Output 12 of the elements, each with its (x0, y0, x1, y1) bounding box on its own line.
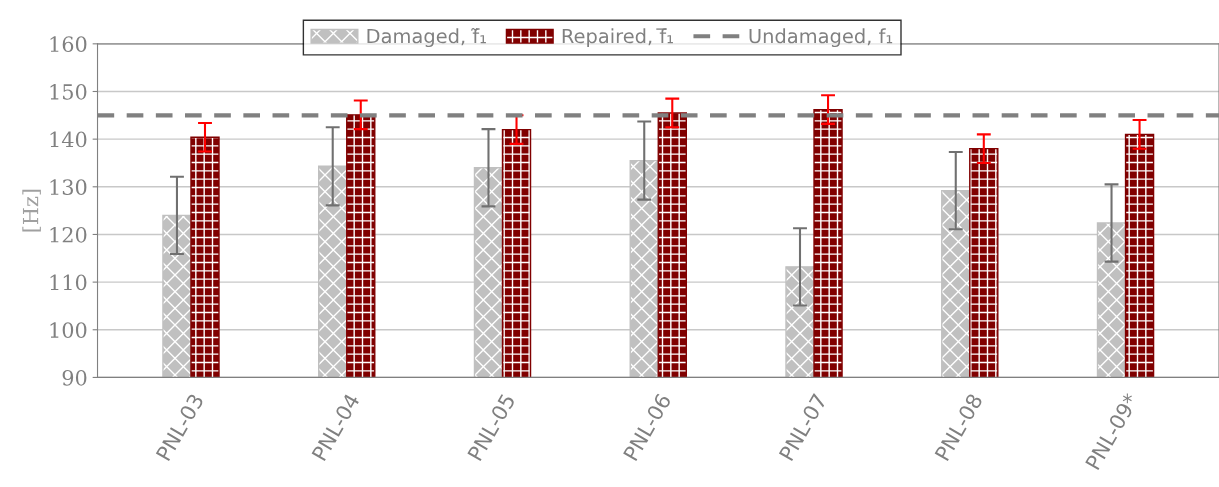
legend-label: Damaged, f̃₁ (367, 27, 486, 48)
y-tick-label: 110 (50, 274, 87, 291)
y-tick-label: 130 (50, 179, 87, 196)
legend-label: Repaired, f̅₁ (562, 28, 673, 48)
legend-label: Undamaged, f₁ (749, 28, 893, 48)
y-tick-label: 150 (50, 83, 87, 100)
y-tick-label: 100 (50, 322, 87, 338)
y-tick-label: 140 (50, 131, 87, 148)
y-tick-label: 90 (62, 369, 87, 386)
y-axis-title: [Hz] (22, 189, 41, 232)
y-tick-label: 120 (50, 226, 87, 243)
y-tick-label: 160 (50, 36, 87, 53)
